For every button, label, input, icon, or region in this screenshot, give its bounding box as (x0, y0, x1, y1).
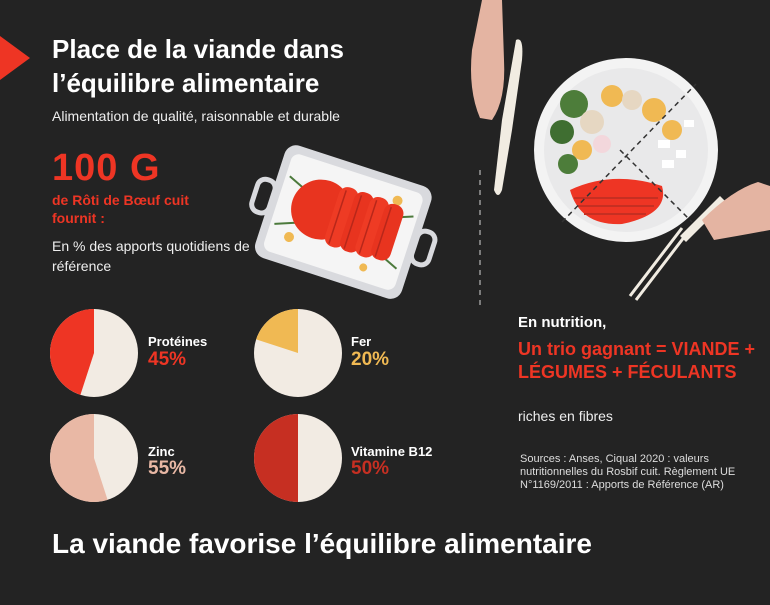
pie-chart-fer (254, 309, 342, 397)
nutrient-value-vitamine-b12: 50% (351, 458, 390, 479)
nutrient-value-fer: 20% (351, 349, 390, 370)
fibres-note: riches en fibres (518, 408, 613, 424)
pie-chart-zinc (50, 414, 138, 502)
nutrient-chart-fer (254, 309, 342, 397)
roast-beef-illustration (249, 145, 438, 299)
nutrient-label-zinc: Zinc (148, 444, 175, 459)
pie-slice-fer (256, 309, 298, 353)
trio-gagnant: Un trio gagnant = VIANDE + LÉGUMES + FÉC… (518, 339, 756, 382)
reference-note: En % des apports quotidiens de référence (52, 238, 250, 274)
nutrient-chart-proteines (49, 309, 138, 397)
pie-chart-vitamine-b12 (254, 414, 342, 502)
nutrition-heading: En nutrition, (518, 314, 607, 331)
pie-slice-zinc (50, 414, 108, 502)
pie-slice-proteines (49, 309, 94, 395)
nutrient-chart-vitamine-b12 (254, 414, 342, 502)
nutrient-label-vitamine-b12: Vitamine B12 (351, 444, 433, 459)
page-title: Place de la viande dans l’équilibre alim… (52, 34, 344, 98)
nutrient-label-fer: Fer (351, 334, 372, 349)
nutrient-chart-zinc (50, 414, 138, 502)
page-subtitle: Alimentation de qualité, raisonnable et … (52, 108, 340, 124)
nutrient-label-proteines: Protéines (148, 334, 208, 349)
sources-note: Sources : Anses, Ciqual 2020 : valeurs n… (520, 453, 736, 491)
pie-chart-proteines (49, 309, 138, 397)
nutrient-value-zinc: 55% (148, 458, 187, 479)
portion-amount: 100 G (52, 147, 161, 189)
triangle-marker-icon (0, 36, 30, 80)
footer-tagline: La viande favorise l’équilibre alimentai… (52, 528, 592, 559)
portion-description: de Rôti de Bœuf cuit fournit : (52, 192, 189, 226)
nutrient-value-proteines: 45% (148, 349, 187, 370)
pie-slice-vitamine-b12 (254, 414, 298, 502)
plate-illustration (471, 0, 770, 310)
